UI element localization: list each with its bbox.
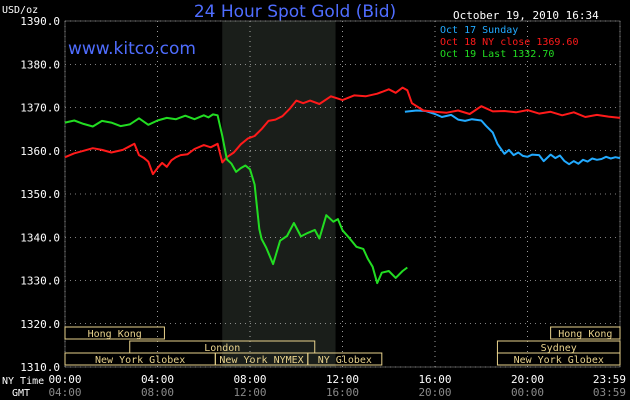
x-tick-label-gmt: 04:00 — [48, 386, 81, 399]
series-line-1 — [64, 86, 621, 176]
market-session-box — [64, 326, 165, 340]
x-tick-label-gmt: 00:00 — [511, 386, 544, 399]
plot-border — [64, 20, 621, 368]
y-tick-label: 1310.0 — [20, 361, 60, 374]
series-line-2 — [64, 113, 408, 285]
market-session-box — [496, 352, 621, 366]
ny-time-label: NY Time — [2, 376, 44, 387]
market-session-label: Hong Kong — [88, 329, 142, 340]
market-session-label: Hong Kong — [558, 329, 612, 340]
y-tick-label: 1380.0 — [20, 58, 60, 71]
x-tick-label-ny: 12:00 — [326, 373, 359, 386]
x-tick-label-gmt: 16:00 — [326, 386, 359, 399]
market-sessions: Hong Kong London New York Globex New York N… — [64, 326, 621, 366]
legend-oct17: Oct 17 Sunday — [440, 25, 518, 36]
x-tick-label-ny: 08:00 — [233, 373, 266, 386]
market-session-label: NY Globex — [318, 355, 372, 366]
y-tick-label: 1370.0 — [20, 102, 60, 115]
site-watermark: www.kitco.com — [68, 39, 196, 59]
x-tick-label-gmt: 03:59 — [593, 386, 626, 399]
legend-oct19: Oct 19 Last 1332.70 — [440, 49, 554, 60]
y-axis-unit: USD/oz — [2, 5, 38, 16]
market-session-label: New York NYMEX — [219, 355, 303, 366]
market-session-label: New York Globex — [514, 355, 604, 366]
y-axis-ticks: 1310.0 1320.0 1330.0 1340.0 1350.0 1360.0 1370… — [20, 15, 60, 374]
y-tick-label: 1360.0 — [20, 145, 60, 158]
nymex-shaded-region — [222, 21, 336, 367]
market-session-label: London — [204, 343, 240, 354]
market-session-box — [307, 352, 383, 366]
x-tick-label-ny: 04:00 — [141, 373, 174, 386]
legend-oct18: Oct 18 NY close 1369.60 — [440, 37, 578, 48]
timestamp: October 19, 2010 16:34 — [453, 9, 599, 22]
y-tick-label: 1330.0 — [20, 275, 60, 288]
y-tick-label: 1320.0 — [20, 318, 60, 331]
y-tick-label: 1390.0 — [20, 15, 60, 28]
market-session-label: Sydney — [541, 343, 577, 354]
market-session-label: New York Globex — [95, 355, 185, 366]
x-tick-label-gmt: 12:00 — [233, 386, 266, 399]
x-tick-label-ny: 00:00 — [48, 373, 81, 386]
series-line-0 — [404, 109, 621, 166]
grid-lines — [64, 20, 621, 368]
y-tick-label: 1340.0 — [20, 231, 60, 244]
x-axis-ticks: 00:00 04:00 08:00 12:00 16:00 20:00 23:5904:00… — [48, 373, 626, 399]
y-tick-label: 1350.0 — [20, 188, 60, 201]
chart-title: 24 Hour Spot Gold (Bid) — [194, 2, 396, 22]
x-tick-label-ny: 23:59 — [593, 373, 626, 386]
market-session-box — [550, 326, 621, 340]
x-tick-label-ny: 16:00 — [418, 373, 451, 386]
x-tick-label-ny: 20:00 — [511, 373, 544, 386]
x-tick-label-gmt: 20:00 — [418, 386, 451, 399]
x-tick-label-gmt: 08:00 — [141, 386, 174, 399]
gmt-label: GMT — [12, 388, 30, 399]
price-series — [64, 86, 621, 285]
